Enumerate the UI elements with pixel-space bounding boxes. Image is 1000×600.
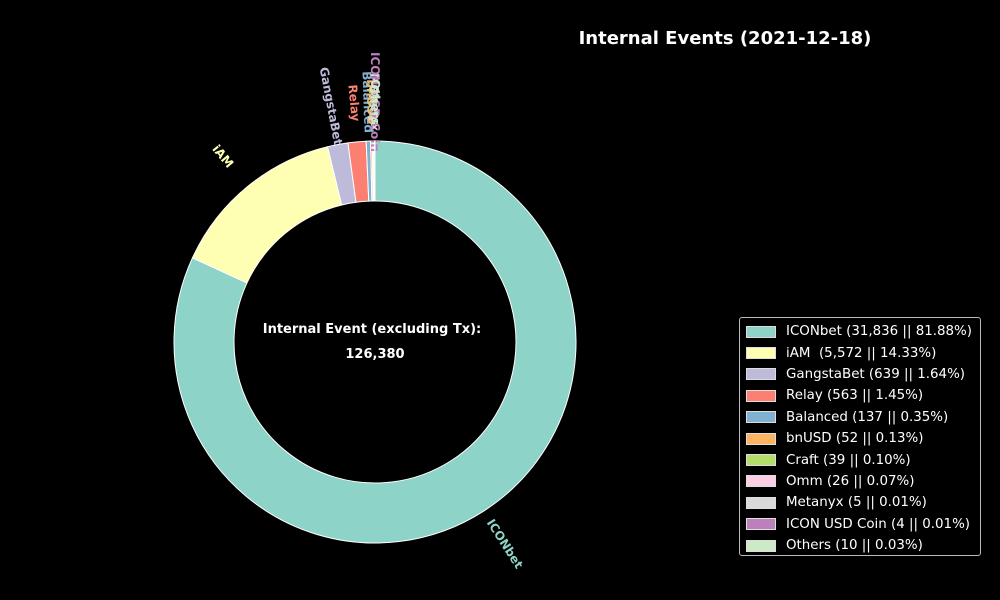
legend-swatch <box>746 325 776 338</box>
legend-label: Relay (563 || 1.45%) <box>786 388 924 404</box>
slice-label-others: Others <box>368 79 382 125</box>
legend-item: ICONbet (31,836 || 81.88%) <box>746 321 974 342</box>
legend-item: iAM (5,572 || 14.33%) <box>746 342 974 363</box>
legend-swatch <box>746 496 776 509</box>
legend-swatch <box>746 411 776 424</box>
legend-item: Relay (563 || 1.45%) <box>746 385 974 406</box>
legend-swatch <box>746 368 776 381</box>
legend-item: ICON USD Coin (4 || 0.01%) <box>746 514 974 535</box>
legend-item: Omm (26 || 0.07%) <box>746 471 974 492</box>
legend-swatch <box>746 518 776 531</box>
legend-swatch <box>746 432 776 445</box>
legend-swatch <box>746 539 776 552</box>
legend-item: Craft (39 || 0.10%) <box>746 449 974 470</box>
slice-label-craft: Craft <box>366 85 380 119</box>
legend-label: Omm (26 || 0.07%) <box>786 473 915 489</box>
legend-item: Balanced (137 || 0.35%) <box>746 407 974 428</box>
legend-label: Others (10 || 0.03%) <box>786 538 923 554</box>
slice-label-bnusd: bnUSD <box>364 79 379 125</box>
legend-swatch <box>746 475 776 488</box>
legend-label: iAM (5,572 || 14.33%) <box>786 345 937 361</box>
slice-iam <box>191 146 343 284</box>
legend-label: Craft (39 || 0.10%) <box>786 452 911 468</box>
center-value: 126,380 <box>345 347 404 362</box>
legend-item: bnUSD (52 || 0.13%) <box>746 428 974 449</box>
legend-label: GangstaBet (639 || 1.64%) <box>786 366 966 382</box>
legend: ICONbet (31,836 || 81.88%) iAM (5,572 || … <box>739 317 981 556</box>
chart-title: Internal Events (2021-12-18) <box>578 28 872 49</box>
legend-item: Others (10 || 0.03%) <box>746 535 974 556</box>
slice-label-gangstabet: GangstaBet <box>317 66 345 147</box>
center-label: Internal Event (excluding Tx): <box>263 322 482 337</box>
legend-label: Metanyx (5 || 0.01%) <box>786 495 927 511</box>
slice-label-balanced: Balanced <box>360 71 376 133</box>
legend-label: bnUSD (52 || 0.13%) <box>786 431 924 447</box>
slice-label-iconbet: ICONbet <box>484 517 526 572</box>
slice-label-metanyx: Metanyx <box>368 73 382 131</box>
legend-item: GangstaBet (639 || 1.64%) <box>746 364 974 385</box>
legend-swatch <box>746 389 776 402</box>
legend-item: Metanyx (5 || 0.01%) <box>746 492 974 513</box>
legend-label: ICON USD Coin (4 || 0.01%) <box>786 516 971 532</box>
legend-label: Balanced (137 || 0.35%) <box>786 409 949 425</box>
slice-iconbet <box>173 140 577 544</box>
slice-label-icon-usd-coin: ICON USD Coin <box>368 52 382 152</box>
legend-swatch <box>746 454 776 467</box>
slice-label-iam: iAM <box>209 142 236 170</box>
legend-label: ICONbet (31,836 || 81.88%) <box>786 324 972 340</box>
slice-label-omm: Omm <box>367 84 381 119</box>
slice-label-relay: Relay <box>345 84 362 122</box>
legend-swatch <box>746 347 776 360</box>
